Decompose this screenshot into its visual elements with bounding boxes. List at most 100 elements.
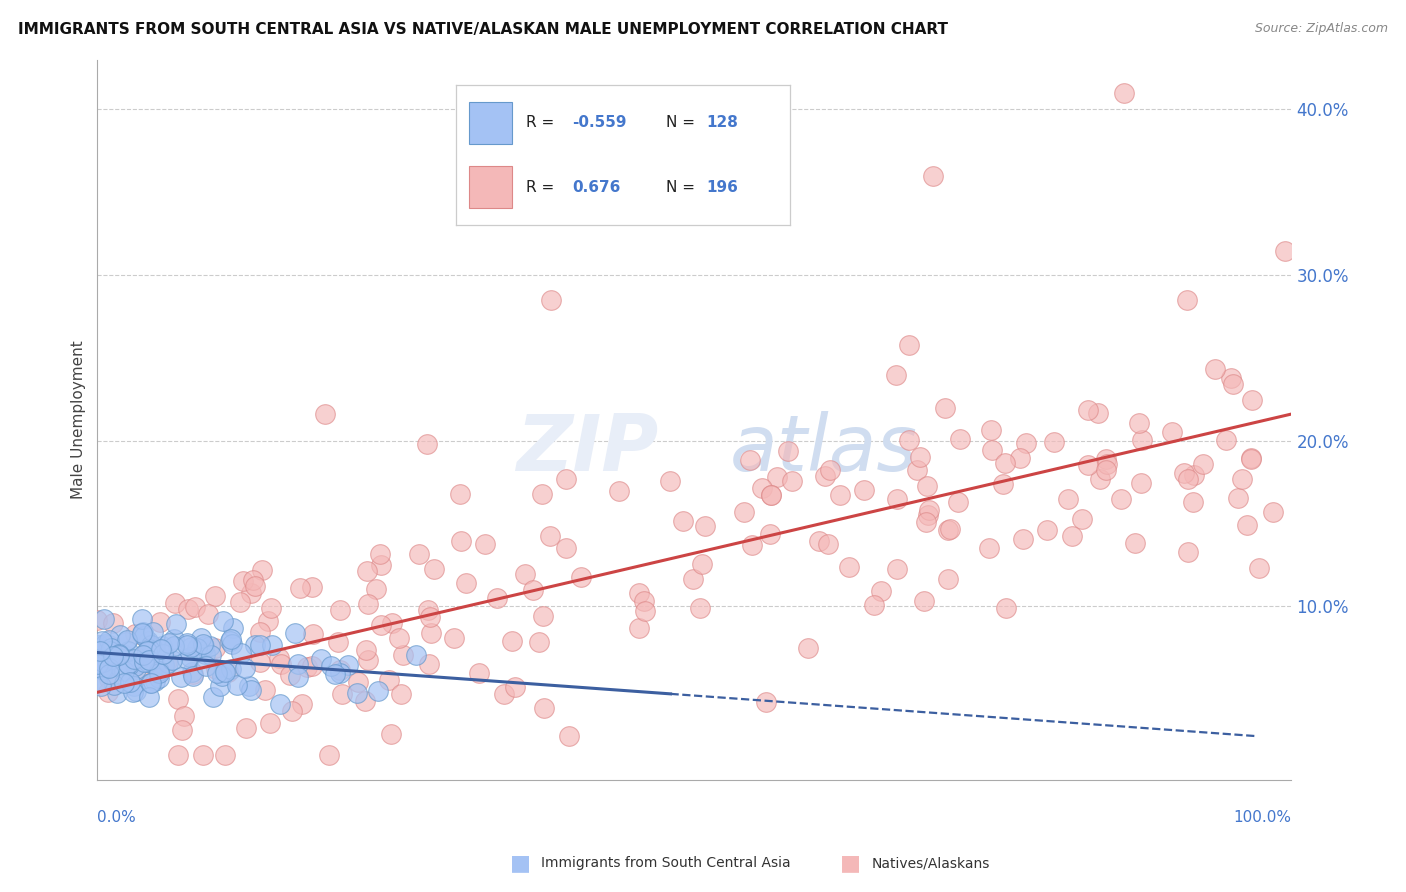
Point (105, 686, 128, 700)
Point (1177, 472, 1199, 486)
Point (190, 631, 212, 645)
Point (124, 651, 146, 665)
Point (136, 644, 159, 658)
Point (91, 634, 114, 648)
Point (569, 570, 592, 584)
Point (922, 169, 945, 183)
Point (238, 679, 260, 693)
Point (797, 640, 820, 655)
Point (94, 637, 117, 651)
Point (408, 547, 430, 561)
Point (318, 748, 340, 763)
Point (808, 533, 831, 548)
Point (672, 514, 695, 528)
Point (336, 657, 359, 672)
Point (250, 563, 273, 577)
Point (93, 655, 115, 669)
Point (132, 655, 155, 669)
Point (1008, 451, 1031, 466)
Point (97, 684, 120, 698)
Point (86, 675, 108, 690)
Point (152, 647, 174, 661)
Point (87, 657, 110, 672)
Point (212, 614, 235, 628)
Point (125, 663, 148, 677)
Point (1204, 362, 1226, 376)
Point (281, 704, 304, 718)
Point (135, 655, 157, 669)
Point (301, 658, 323, 673)
Point (813, 468, 835, 483)
Point (1095, 457, 1118, 471)
Point (330, 687, 353, 701)
Point (89, 639, 111, 653)
Point (112, 664, 135, 678)
Point (946, 495, 969, 509)
Point (501, 634, 523, 648)
Point (389, 687, 412, 701)
Point (1070, 512, 1092, 526)
Point (692, 557, 714, 571)
Point (357, 598, 380, 612)
Point (917, 508, 939, 522)
Point (741, 537, 763, 551)
Point (138, 690, 160, 704)
Point (284, 625, 307, 640)
Point (249, 655, 271, 669)
Point (142, 625, 165, 640)
Point (301, 627, 323, 641)
Point (191, 748, 214, 763)
Point (249, 624, 271, 639)
Point (138, 653, 160, 667)
Point (416, 603, 439, 617)
Point (142, 642, 165, 657)
Point (627, 621, 650, 635)
Text: ■: ■ (510, 854, 530, 873)
Point (191, 638, 214, 652)
Point (148, 641, 170, 656)
Point (558, 730, 581, 744)
Point (229, 595, 252, 609)
Point (392, 648, 415, 662)
Point (368, 547, 391, 561)
Point (291, 698, 314, 712)
Point (538, 529, 561, 543)
Point (222, 621, 245, 635)
Point (197, 607, 219, 621)
Point (1192, 457, 1215, 471)
Point (418, 657, 440, 671)
Point (153, 657, 176, 672)
Point (259, 715, 281, 730)
Point (682, 572, 704, 586)
Point (1129, 475, 1152, 490)
Point (117, 657, 139, 672)
Point (107, 648, 129, 662)
Point (450, 534, 472, 549)
Point (194, 648, 217, 662)
Point (287, 670, 309, 684)
Point (531, 609, 554, 624)
Point (101, 615, 124, 630)
Point (1114, 86, 1136, 100)
Point (139, 676, 162, 690)
Point (474, 537, 496, 551)
Point (533, 701, 555, 715)
Point (918, 503, 941, 517)
Point (1274, 244, 1296, 258)
Text: IMMIGRANTS FROM SOUTH CENTRAL ASIA VS NATIVE/ALASKAN MALE UNEMPLOYMENT CORRELATI: IMMIGRANTS FROM SOUTH CENTRAL ASIA VS NA… (18, 22, 948, 37)
Point (530, 487, 553, 501)
Point (554, 472, 576, 486)
Point (186, 641, 208, 656)
Point (226, 678, 249, 692)
Point (515, 567, 537, 582)
Point (659, 474, 682, 488)
Point (366, 684, 388, 698)
Point (1240, 451, 1263, 466)
Point (148, 664, 170, 678)
Point (212, 664, 235, 678)
Point (936, 572, 959, 586)
Point (131, 626, 153, 640)
Point (91, 663, 114, 677)
Point (149, 615, 172, 629)
Point (1062, 529, 1084, 543)
